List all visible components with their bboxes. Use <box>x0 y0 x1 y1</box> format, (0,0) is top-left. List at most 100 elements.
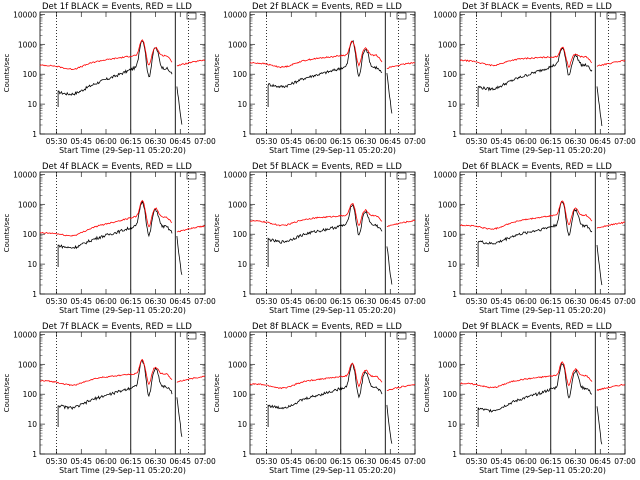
x-tick-label: 07:00 <box>614 137 636 146</box>
series-events-line <box>596 406 603 445</box>
x-tick-label: 05:45 <box>70 137 92 146</box>
x-axis-title: Start Time (29-Sep-11 05:20:20) <box>269 306 396 315</box>
legend-box <box>186 172 197 180</box>
y-tick-label: 10 <box>27 100 37 109</box>
x-axis-title: Start Time (29-Sep-11 05:20:20) <box>59 306 186 315</box>
y-tick-label: 100 <box>443 70 458 79</box>
series-events-line <box>386 404 393 444</box>
y-tick-label: 10000 <box>13 330 37 339</box>
y-tick-label: 10 <box>237 100 247 109</box>
y-tick-label: 100 <box>443 390 458 399</box>
plot-frame <box>249 11 416 135</box>
panel-det-3: Det 3f BLACK = Events, RED = LLD 1 10 100 10… <box>423 2 636 155</box>
panel-title: Det 9f BLACK = Events, RED = LLD <box>462 322 612 332</box>
y-tick-label: 100 <box>23 390 38 399</box>
y-tick-label: 10 <box>27 260 37 269</box>
y-tick-label: 1 <box>32 450 37 459</box>
x-tick-label: 06:45 <box>589 137 611 146</box>
x-tick-label: 05:30 <box>466 457 488 466</box>
series-events-line <box>57 360 173 427</box>
series-events-line <box>477 362 593 427</box>
x-tick-label: 05:45 <box>280 137 302 146</box>
y-tick-label: 1 <box>32 130 37 139</box>
panel-title: Det 1f BLACK = Events, RED = LLD <box>42 2 192 12</box>
plot-frame <box>249 171 416 295</box>
series-events-line <box>267 203 383 267</box>
y-tick-label: 10 <box>447 100 457 109</box>
series-events-line <box>176 86 183 125</box>
panel-title: Det 4f BLACK = Events, RED = LLD <box>42 162 192 172</box>
x-tick-label: 05:45 <box>490 457 512 466</box>
panel-det-4: Det 4f BLACK = Events, RED = LLD 1 10 100 10… <box>3 162 216 315</box>
y-tick-label: 1000 <box>438 360 457 369</box>
series-lld-line <box>176 59 206 67</box>
y-tick-label: 10 <box>237 420 247 429</box>
x-tick-label: 06:30 <box>355 297 377 306</box>
y-tick-label: 10000 <box>13 170 37 179</box>
y-axis-title: Counts/sec <box>3 374 11 413</box>
plot-frame <box>459 11 626 135</box>
y-tick-label: 1 <box>242 290 247 299</box>
x-tick-label: 05:45 <box>280 457 302 466</box>
plot-frame <box>249 331 416 455</box>
legend-box <box>396 12 407 20</box>
x-tick-label: 06:15 <box>120 457 142 466</box>
panel-det-5: Det 5f BLACK = Events, RED = LLD 1 10 100 10… <box>213 162 426 315</box>
y-tick-label: 10000 <box>223 170 247 179</box>
x-tick-label: 06:30 <box>145 457 167 466</box>
x-tick-label: 06:15 <box>330 297 352 306</box>
y-tick-label: 10000 <box>433 170 457 179</box>
x-tick-label: 05:45 <box>70 457 92 466</box>
x-tick-label: 06:00 <box>305 297 327 306</box>
plot-frame <box>459 171 626 295</box>
series-lld-line <box>460 361 593 389</box>
x-tick-label: 06:15 <box>120 297 142 306</box>
series-lld-line <box>460 46 593 68</box>
y-axis-title: Counts/sec <box>213 54 221 93</box>
series-lld-line <box>386 219 416 228</box>
y-tick-label: 1 <box>242 130 247 139</box>
series-events-line <box>477 200 593 267</box>
x-tick-label: 06:15 <box>540 457 562 466</box>
series-lld-line <box>39 358 173 387</box>
y-axis-title: Counts/sec <box>213 374 221 413</box>
panel-title: Det 2f BLACK = Events, RED = LLD <box>252 2 402 12</box>
y-tick-label: 1000 <box>18 200 37 209</box>
x-axis-title: Start Time (29-Sep-11 05:20:20) <box>269 466 396 475</box>
series-lld-line <box>176 225 206 233</box>
x-axis-title: Start Time (29-Sep-11 05:20:20) <box>59 146 186 155</box>
series-events-line <box>596 86 603 127</box>
panel-det-9: Det 9f BLACK = Events, RED = LLD 1 10 100 10… <box>423 322 636 475</box>
x-tick-label: 06:30 <box>145 137 167 146</box>
y-tick-label: 100 <box>233 230 248 239</box>
series-events-line <box>57 199 173 267</box>
series-events-line <box>386 73 393 114</box>
series-events-line <box>267 39 383 107</box>
panel-det-1: Det 1f BLACK = Events, RED = LLD 1 10 100 10… <box>3 2 216 155</box>
series-lld-line <box>386 384 416 391</box>
x-axis-title: Start Time (29-Sep-11 05:20:20) <box>59 466 186 475</box>
y-axis-title: Counts/sec <box>423 374 431 413</box>
series-lld-line <box>39 39 173 70</box>
x-tick-label: 06:45 <box>379 297 401 306</box>
x-tick-label: 06:30 <box>355 137 377 146</box>
plot-frame <box>39 11 206 135</box>
y-tick-label: 1 <box>242 450 247 459</box>
panel-title: Det 3f BLACK = Events, RED = LLD <box>462 2 612 12</box>
x-tick-label: 05:30 <box>256 137 278 146</box>
x-tick-label: 07:00 <box>194 297 216 306</box>
panel-title: Det 6f BLACK = Events, RED = LLD <box>462 162 612 172</box>
y-tick-label: 1 <box>452 290 457 299</box>
legend-box <box>186 12 197 20</box>
x-tick-label: 06:30 <box>145 297 167 306</box>
x-tick-label: 06:15 <box>120 137 142 146</box>
x-tick-label: 06:30 <box>565 297 587 306</box>
x-tick-label: 07:00 <box>194 137 216 146</box>
panel-det-2: Det 2f BLACK = Events, RED = LLD 1 10 100 10… <box>213 2 426 155</box>
series-events-line <box>176 397 183 437</box>
x-tick-label: 05:30 <box>46 457 68 466</box>
series-lld-line <box>249 40 383 69</box>
x-tick-label: 07:00 <box>404 137 426 146</box>
y-axis-title: Counts/sec <box>213 214 221 253</box>
legend-box <box>606 12 617 20</box>
